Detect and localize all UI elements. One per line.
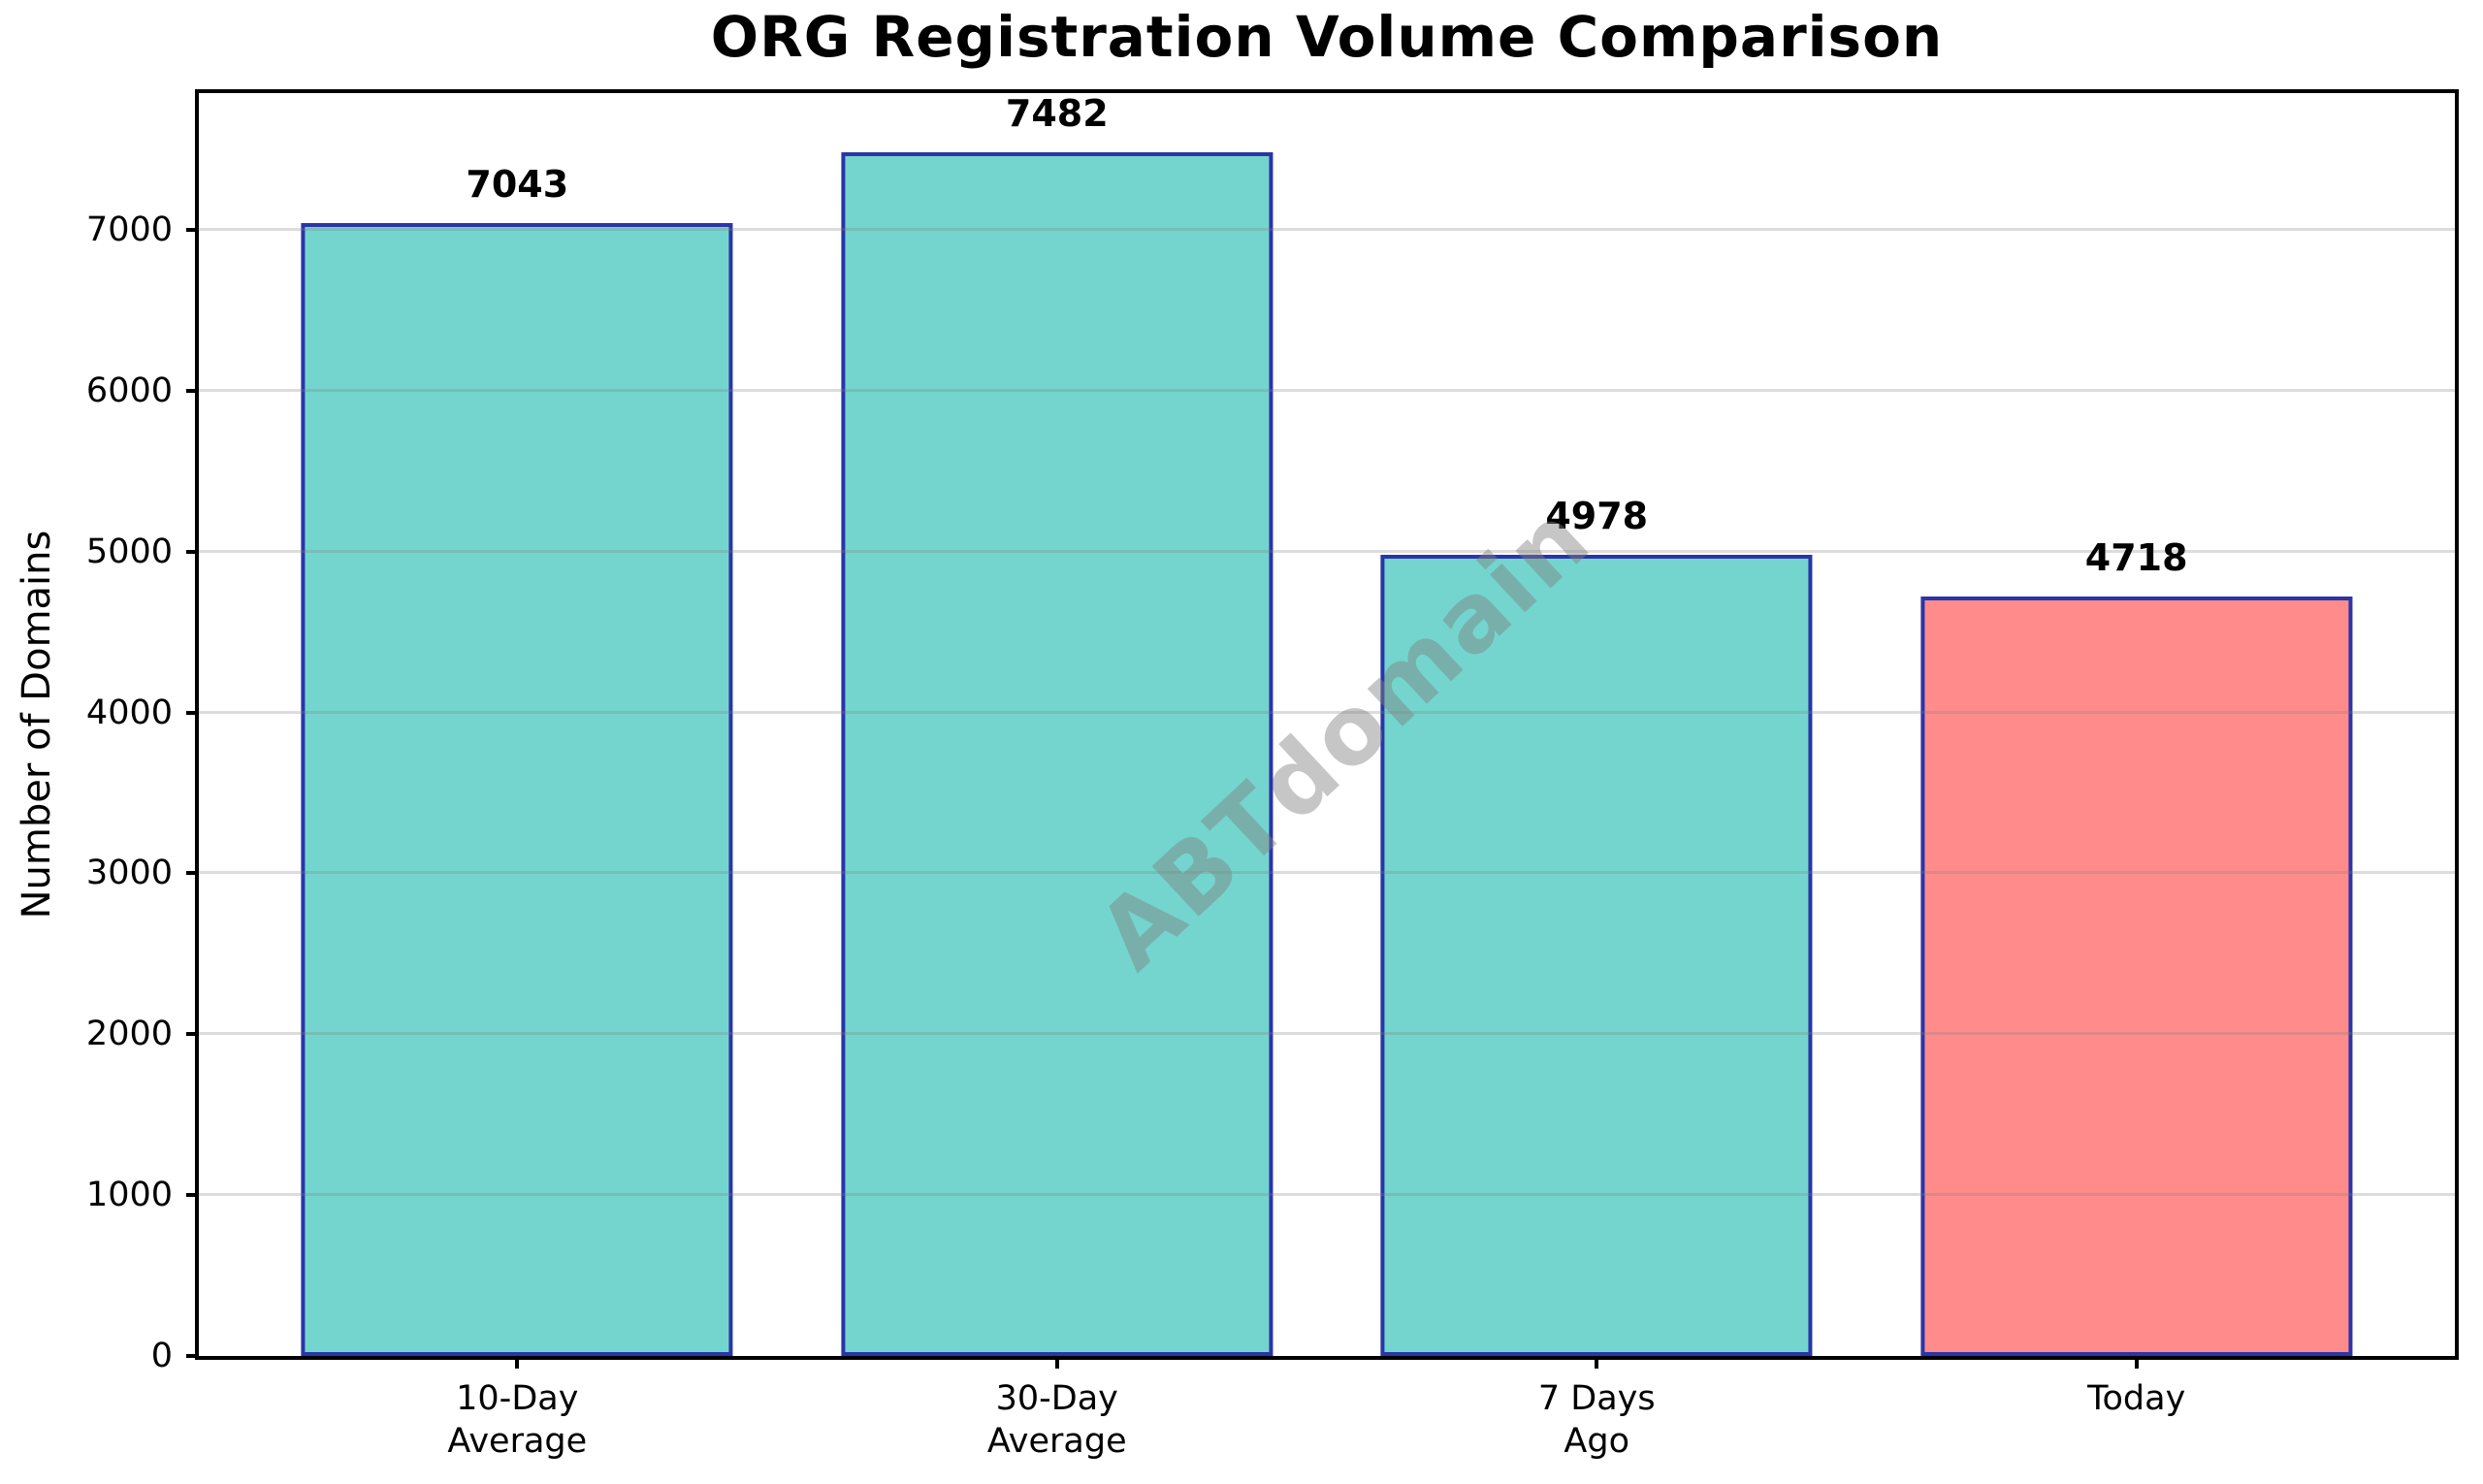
bar-value-label-today: 4718 bbox=[2084, 536, 2188, 580]
x-tick-mark-today bbox=[2134, 1356, 2139, 1369]
y-tick-label-7000: 7000 bbox=[85, 210, 173, 249]
x-tick-label-today: Today bbox=[2087, 1379, 2186, 1418]
y-tick-mark-2000 bbox=[186, 1032, 199, 1037]
bar-value-label-10-day-average: 7043 bbox=[466, 162, 569, 206]
y-axis-label: Number of Domains bbox=[15, 530, 59, 919]
x-tick-label-30-day-average: 30-Day Average bbox=[986, 1379, 1127, 1461]
y-tick-mark-4000 bbox=[186, 710, 199, 715]
bar-30-day-average bbox=[841, 152, 1274, 1356]
x-tick-mark-7-days-ago bbox=[1595, 1356, 1599, 1369]
bar-10-day-average bbox=[301, 222, 733, 1356]
y-tick-mark-7000 bbox=[186, 227, 199, 232]
bar-today bbox=[1920, 597, 2353, 1356]
y-tick-mark-3000 bbox=[186, 871, 199, 876]
bar-value-label-7-days-ago: 4978 bbox=[1545, 495, 1649, 538]
plot-area: ABTdomain 0 1000 2000 3000 4000 5000 6000 7000 7… bbox=[86, 89, 2459, 1461]
chart-title: ORG Registration Volume Comparison bbox=[710, 4, 1944, 70]
y-tick-label-1000: 1000 bbox=[85, 1176, 173, 1215]
x-tick-mark-30-day-average bbox=[1054, 1356, 1059, 1369]
x-tick-mark-10-day-average bbox=[515, 1356, 520, 1369]
y-tick-label-0: 0 bbox=[150, 1337, 173, 1375]
y-tick-label-6000: 6000 bbox=[85, 371, 173, 410]
x-tick-label-7-days-ago: 7 Days Ago bbox=[1537, 1379, 1656, 1461]
y-tick-mark-1000 bbox=[186, 1193, 199, 1198]
y-tick-mark-6000 bbox=[186, 388, 199, 393]
y-tick-label-5000: 5000 bbox=[85, 532, 173, 571]
y-tick-label-2000: 2000 bbox=[85, 1015, 173, 1054]
y-tick-label-4000: 4000 bbox=[85, 693, 173, 732]
bar-7-days-ago bbox=[1380, 555, 1813, 1356]
x-tick-label-10-day-average: 10-Day Average bbox=[447, 1379, 588, 1461]
bar-value-label-30-day-average: 7482 bbox=[1005, 92, 1109, 136]
y-tick-label-3000: 3000 bbox=[85, 854, 173, 893]
y-tick-mark-0 bbox=[186, 1354, 199, 1358]
y-tick-mark-5000 bbox=[186, 549, 199, 554]
